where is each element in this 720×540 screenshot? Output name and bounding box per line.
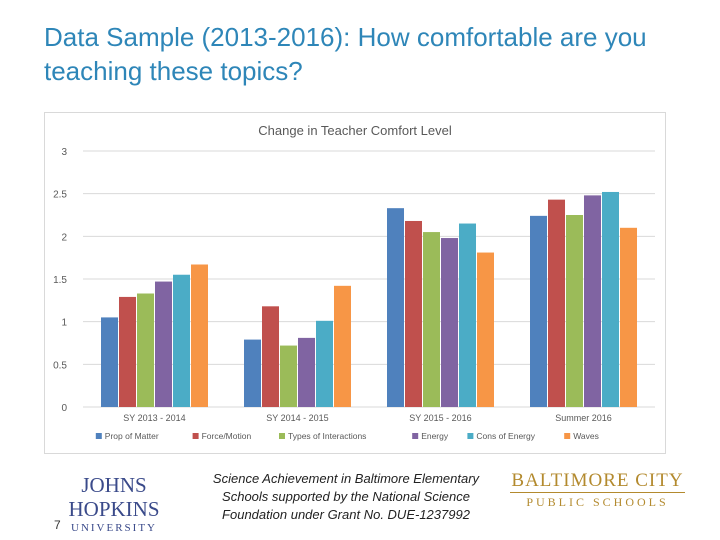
x-tick-label: SY 2013 - 2014 <box>123 413 185 423</box>
x-tick-label: SY 2015 - 2016 <box>409 413 471 423</box>
legend-swatch <box>95 433 102 439</box>
y-tick-label: 2.5 <box>53 190 67 201</box>
chart-container: Change in Teacher Comfort Level 0 0.5 1 1.5 2… <box>44 112 666 454</box>
grant-acknowledgement: Science Achievement in Baltimore Element… <box>212 471 480 522</box>
x-tick-label: SY 2014 - 2015 <box>266 413 328 423</box>
bar-energy <box>441 238 458 407</box>
johns-hopkins-logo: JOHNS HOPKINS UNIVERSITY <box>44 473 184 535</box>
bar-waves <box>620 227 637 407</box>
chart-title: Change in Teacher Comfort Level <box>258 123 452 138</box>
legend-swatch <box>564 433 571 439</box>
legend-swatch <box>192 433 199 439</box>
bar-waves <box>191 264 208 407</box>
bar-types-of-interactions <box>137 293 154 407</box>
bar-prop-of-matter <box>244 339 261 407</box>
legend-label: Force/Motion <box>202 431 252 441</box>
bar-cons-of-energy <box>173 274 190 407</box>
bar-chart: Change in Teacher Comfort Level 0 0.5 1 1.5 2… <box>53 123 655 441</box>
baltimore-city-schools-logo: BALTIMORE CITY PUBLIC SCHOOLS <box>510 470 685 511</box>
legend-label: Prop of Matter <box>105 431 159 441</box>
y-tick-label: 1.5 <box>53 275 67 286</box>
bar-prop-of-matter <box>530 215 547 407</box>
bar-cons-of-energy <box>316 320 333 407</box>
y-tick-label: 0 <box>61 403 67 414</box>
legend-swatch <box>279 433 285 439</box>
bar-cons-of-energy <box>459 223 476 407</box>
y-tick-label: 2 <box>61 232 67 243</box>
jhu-logo-line1: JOHNS HOPKINS <box>68 473 160 521</box>
bar-types-of-interactions <box>280 345 297 407</box>
bar-force-motion <box>405 220 422 407</box>
bar-energy <box>584 195 601 407</box>
y-tick-label: 0.5 <box>53 360 67 371</box>
bcps-logo-line1: BALTIMORE CITY <box>510 470 685 493</box>
legend-label: Waves <box>573 431 599 441</box>
slide-title: Data Sample (2013-2016): How comfortable… <box>44 22 647 86</box>
bar-force-motion <box>119 296 136 407</box>
bar-force-motion <box>262 306 279 407</box>
legend-swatch <box>412 433 419 439</box>
bar-types-of-interactions <box>566 215 583 407</box>
legend-label: Types of Interactions <box>288 431 366 441</box>
legend-label: Energy <box>421 431 449 441</box>
bar-waves <box>334 285 351 407</box>
bar-cons-of-energy <box>602 191 619 407</box>
bar-prop-of-matter <box>101 317 118 407</box>
page-number: 7 <box>54 518 61 532</box>
bar-prop-of-matter <box>387 208 404 407</box>
legend-swatch <box>467 433 474 439</box>
bar-energy <box>155 281 172 407</box>
bar-waves <box>477 252 494 407</box>
y-tick-label: 1 <box>61 318 67 329</box>
x-tick-label: Summer 2016 <box>555 413 612 423</box>
bar-force-motion <box>548 199 565 407</box>
bar-energy <box>298 337 315 407</box>
y-tick-label: 3 <box>61 147 67 158</box>
jhu-logo-line2: UNIVERSITY <box>71 522 157 534</box>
bar-types-of-interactions <box>423 232 440 407</box>
bcps-logo-line2: PUBLIC SCHOOLS <box>526 495 669 509</box>
legend-label: Cons of Energy <box>476 431 535 441</box>
